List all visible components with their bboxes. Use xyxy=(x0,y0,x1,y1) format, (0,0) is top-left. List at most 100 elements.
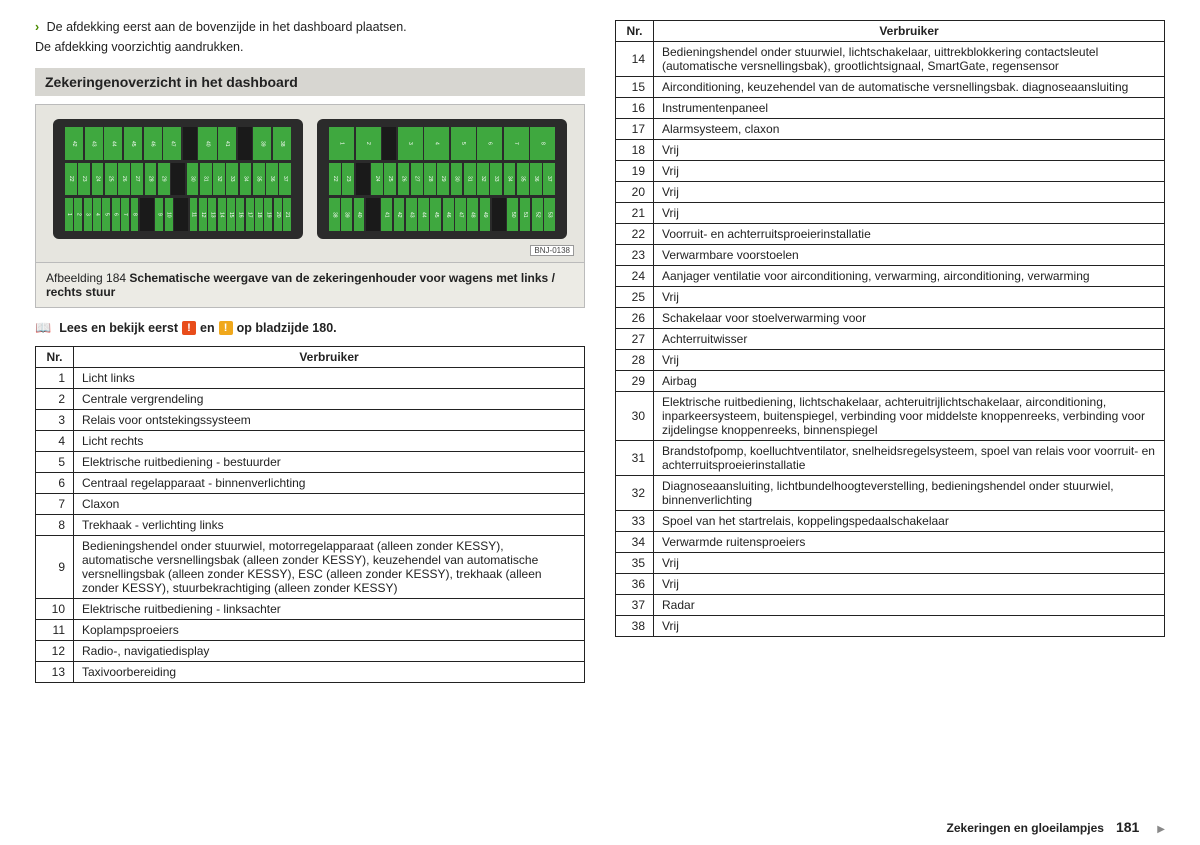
fuse-slot: 23 xyxy=(78,163,90,196)
fuse-slot: 7 xyxy=(121,198,129,231)
cell-verbruiker: Verwarmde ruitensproeiers xyxy=(654,532,1165,553)
fuse-slot: 39 xyxy=(341,198,352,231)
table-row: 13Taxivoorbereiding xyxy=(36,662,585,683)
fuse-slot: 26 xyxy=(118,163,130,196)
fuse-slot: 22 xyxy=(329,163,341,196)
cell-nr: 26 xyxy=(616,308,654,329)
cell-verbruiker: Spoel van het startrelais, koppelingsped… xyxy=(654,511,1165,532)
fuse-slot: 34 xyxy=(504,163,516,196)
cell-nr: 14 xyxy=(616,42,654,77)
cell-nr: 35 xyxy=(616,553,654,574)
fuse-panel-right: 1234567822232425262728293031323334353637… xyxy=(317,119,567,239)
cell-verbruiker: Elektrische ruitbediening - linksachter xyxy=(74,599,585,620)
table-row: 36Vrij xyxy=(616,574,1165,595)
fuse-slot: 29 xyxy=(158,163,170,196)
fuse-slot: 1 xyxy=(329,127,354,160)
fuse-slot: 7 xyxy=(504,127,529,160)
cell-verbruiker: Vrij xyxy=(654,140,1165,161)
fuse-slot: 21 xyxy=(283,198,291,231)
fuse-slot: 36 xyxy=(266,163,278,196)
fuse-slot: 16 xyxy=(236,198,244,231)
cell-nr: 1 xyxy=(36,368,74,389)
fuse-table-left: Nr. Verbruiker 1Licht links2Centrale ver… xyxy=(35,346,585,683)
fuse-slot: 22 xyxy=(65,163,77,196)
fuse-gap xyxy=(183,127,197,160)
cell-verbruiker: Bedieningshendel onder stuurwiel, motorr… xyxy=(74,536,585,599)
table-row: 23Verwarmbare voorstoelen xyxy=(616,245,1165,266)
fuse-slot: 4 xyxy=(93,198,101,231)
table-row: 22Voorruit- en achterruitsproeierinstall… xyxy=(616,224,1165,245)
table-row: 15Airconditioning, keuzehendel van de au… xyxy=(616,77,1165,98)
fuse-slot: 1 xyxy=(65,198,73,231)
table-row: 24Aanjager ventilatie voor airconditioni… xyxy=(616,266,1165,287)
table-row: 20Vrij xyxy=(616,182,1165,203)
cell-nr: 31 xyxy=(616,441,654,476)
fuse-gap xyxy=(174,198,188,231)
cell-verbruiker: Brandstofpomp, koelluchtventilator, snel… xyxy=(654,441,1165,476)
fuse-slot: 40 xyxy=(198,127,216,160)
fuse-slot: 43 xyxy=(85,127,103,160)
fuse-slot: 10 xyxy=(165,198,173,231)
cell-nr: 3 xyxy=(36,410,74,431)
fuse-slot: 20 xyxy=(274,198,282,231)
table-row: 5Elektrische ruitbediening - bestuurder xyxy=(36,452,585,473)
notice-prefix: Lees en bekijk eerst xyxy=(59,321,178,335)
fuse-slot: 50 xyxy=(507,198,518,231)
cell-nr: 21 xyxy=(616,203,654,224)
cell-verbruiker: Verwarmbare voorstoelen xyxy=(654,245,1165,266)
fuse-slot: 13 xyxy=(208,198,216,231)
table-row: 8Trekhaak - verlichting links xyxy=(36,515,585,536)
fuse-slot: 41 xyxy=(218,127,236,160)
table-row: 12Radio-, navigatiedisplay xyxy=(36,641,585,662)
fuse-slot: 31 xyxy=(464,163,476,196)
fuse-row: 42434445464740413938 xyxy=(65,127,291,160)
plain-line: De afdekking voorzichtig aandrukken. xyxy=(35,40,585,54)
table-row: 19Vrij xyxy=(616,161,1165,182)
fuse-slot: 5 xyxy=(102,198,110,231)
cell-nr: 6 xyxy=(36,473,74,494)
fuse-slot: 8 xyxy=(131,198,139,231)
fuse-slot: 2 xyxy=(356,127,381,160)
figure-code: BNJ-0138 xyxy=(530,245,574,256)
cell-verbruiker: Alarmsysteem, claxon xyxy=(654,119,1165,140)
fuse-slot: 39 xyxy=(253,127,271,160)
fuse-slot: 23 xyxy=(342,163,354,196)
table-row: 3Relais voor ontstekingssysteem xyxy=(36,410,585,431)
chevron-icon: › xyxy=(35,20,39,34)
fuse-slot: 6 xyxy=(477,127,502,160)
th-nr: Nr. xyxy=(36,347,74,368)
figure-box: 4243444546474041393822232425262728293031… xyxy=(35,104,585,263)
cell-nr: 30 xyxy=(616,392,654,441)
fuse-slot: 30 xyxy=(451,163,463,196)
table-row: 32Diagnoseaansluiting, lichtbundelhoogte… xyxy=(616,476,1165,511)
cell-verbruiker: Vrij xyxy=(654,616,1165,637)
cell-verbruiker: Trekhaak - verlichting links xyxy=(74,515,585,536)
cell-verbruiker: Koplampsproeiers xyxy=(74,620,585,641)
fuse-slot: 4 xyxy=(424,127,449,160)
cell-nr: 19 xyxy=(616,161,654,182)
fuse-slot: 28 xyxy=(145,163,157,196)
cell-verbruiker: Voorruit- en achterruitsproeierinstallat… xyxy=(654,224,1165,245)
fuse-slot: 32 xyxy=(213,163,225,196)
cell-nr: 32 xyxy=(616,476,654,511)
fuse-slot: 9 xyxy=(155,198,163,231)
bullet-line: › De afdekking eerst aan de bovenzijde i… xyxy=(35,20,585,34)
fuse-gap xyxy=(366,198,380,231)
cell-nr: 13 xyxy=(36,662,74,683)
cell-verbruiker: Achterruitwisser xyxy=(654,329,1165,350)
cell-verbruiker: Bedieningshendel onder stuurwiel, lichts… xyxy=(654,42,1165,77)
table-row: 33Spoel van het startrelais, koppelingsp… xyxy=(616,511,1165,532)
fuse-slot: 27 xyxy=(411,163,423,196)
fuse-slot: 45 xyxy=(124,127,142,160)
fuse-slot: 34 xyxy=(240,163,252,196)
fuse-row: 123456789101112131415161718192021 xyxy=(65,198,291,231)
fuse-slot: 24 xyxy=(371,163,383,196)
table-row: 16Instrumentenpaneel xyxy=(616,98,1165,119)
figure-caption-prefix: Afbeelding 184 xyxy=(46,271,129,285)
cell-nr: 2 xyxy=(36,389,74,410)
fuse-slot: 38 xyxy=(329,198,340,231)
table-row: 2Centrale vergrendeling xyxy=(36,389,585,410)
fuse-slot: 2 xyxy=(74,198,82,231)
footer-title: Zekeringen en gloeilampjes xyxy=(947,821,1104,835)
cell-verbruiker: Vrij xyxy=(654,182,1165,203)
